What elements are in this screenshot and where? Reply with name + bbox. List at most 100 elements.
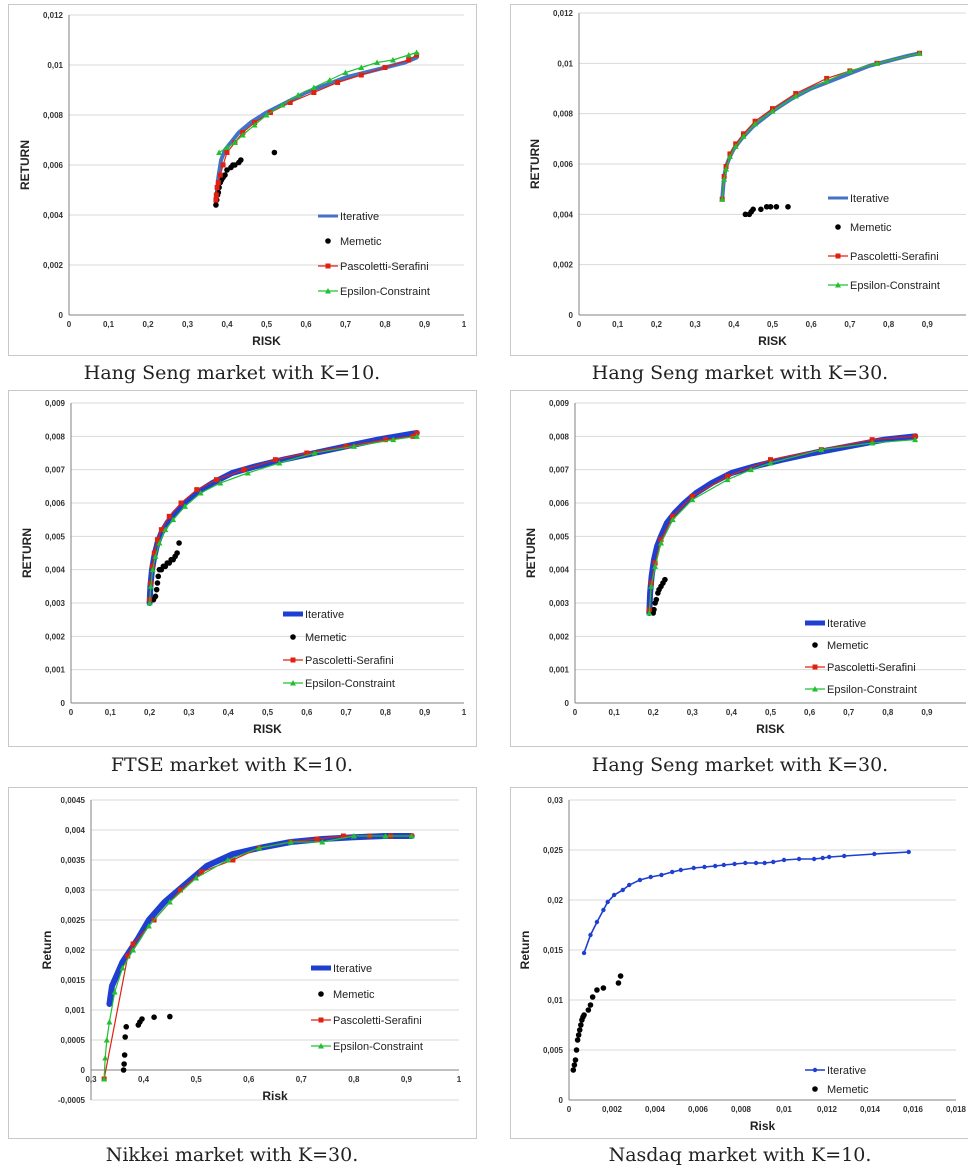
- legend-label: Iterative: [850, 193, 889, 205]
- pascoletti-point: [340, 833, 346, 839]
- legend-label: Epsilon-Constraint: [305, 678, 395, 690]
- legend-label: Iterative: [340, 211, 379, 223]
- y-tick-label: 0,006: [553, 160, 574, 169]
- legend-label: Memetic: [340, 236, 382, 248]
- epsilon-point: [389, 57, 396, 63]
- epsilon-point: [873, 60, 880, 66]
- series-iterative-line: [106, 833, 415, 1007]
- iterative-point: [732, 861, 737, 867]
- epsilon-point: [239, 132, 246, 138]
- legend-marker-memetic: [812, 1086, 818, 1092]
- y-tick-label: 0,009: [549, 399, 570, 408]
- pascoletti-point: [125, 953, 131, 959]
- epsilon-point: [319, 839, 326, 845]
- memetic-point: [154, 580, 161, 586]
- epsilon-point: [916, 50, 923, 56]
- x-tick-label: 1: [457, 1075, 462, 1084]
- series-pascoletti-line: [149, 432, 418, 600]
- pascoletti-point: [198, 869, 204, 875]
- memetic-point: [174, 550, 180, 556]
- y-axis-title: Return: [40, 931, 54, 970]
- y-axis-title: RETURN: [528, 139, 542, 189]
- iterative-point: [637, 877, 643, 883]
- y-tick-label: 0,02: [547, 896, 563, 905]
- epsilon-point: [846, 67, 853, 74]
- pascoletti-point: [214, 185, 220, 190]
- memetic-point: [155, 573, 162, 580]
- memetic-point: [578, 1022, 584, 1028]
- memetic-point: [585, 1007, 592, 1013]
- y-tick-label: 0,012: [43, 11, 64, 20]
- caption-5: Nikkei market with K=30.: [105, 1144, 359, 1166]
- x-tick-label: 0,4: [728, 320, 740, 329]
- y-tick-label: 0,002: [45, 632, 66, 641]
- x-tick-label: 0,7: [296, 1075, 308, 1084]
- y-tick-label: 0: [81, 1066, 86, 1075]
- epsilon-point: [181, 503, 188, 509]
- y-tick-label: 0,002: [553, 261, 574, 270]
- x-tick-label: 0,006: [688, 1105, 709, 1114]
- x-tick-label: 0,4: [221, 320, 233, 329]
- iterative-point: [648, 874, 653, 880]
- pascoletti-point: [213, 197, 219, 203]
- y-tick-label: 0,004: [45, 566, 66, 575]
- iterative-point: [670, 869, 675, 875]
- legend-marker: [812, 686, 818, 692]
- iterative-point: [605, 899, 610, 905]
- epsilon-point: [279, 102, 286, 108]
- x-tick-label: 0,9: [921, 708, 933, 717]
- iterative-point: [826, 854, 832, 860]
- epsilon-point: [193, 875, 200, 881]
- epsilon-point: [310, 84, 317, 90]
- x-tick-label: 0,5: [262, 708, 274, 717]
- caption-3: FTSE market with K=10.: [110, 754, 354, 776]
- epsilon-point: [217, 480, 224, 486]
- y-tick-label: 0,004: [553, 210, 574, 219]
- legend-marker: [290, 657, 296, 663]
- y-tick-label: 0,005: [45, 532, 66, 541]
- epsilon-point: [382, 833, 389, 839]
- y-tick-label: 0,005: [543, 1046, 564, 1055]
- memetic-point: [742, 211, 749, 218]
- iterative-point: [842, 853, 847, 859]
- legend-label: Epsilon-Constraint: [827, 684, 917, 696]
- x-tick-label: 0,1: [609, 708, 621, 717]
- x-tick-label: 0: [69, 708, 74, 717]
- legend-label: Pascoletti-Serafini: [850, 251, 939, 263]
- x-tick-label: 0,004: [645, 1105, 666, 1114]
- pascoletti-point: [154, 537, 160, 543]
- epsilon-point: [326, 77, 333, 83]
- epsilon-point: [156, 540, 163, 546]
- iterative-point: [781, 857, 787, 863]
- x-tick-label: 0,1: [105, 708, 117, 717]
- caption-4: Hang Seng market with K=30.: [591, 754, 889, 776]
- memetic-point: [589, 994, 596, 1000]
- x-tick-label: 0,6: [806, 320, 818, 329]
- iterative-point: [820, 855, 825, 861]
- epsilon-point: [342, 69, 349, 75]
- y-tick-label: 0,01: [547, 996, 563, 1005]
- y-tick-label: 0,009: [45, 399, 66, 408]
- legend-label: Memetic: [850, 222, 892, 234]
- y-tick-label: 0,003: [45, 599, 66, 608]
- epsilon-point: [818, 446, 825, 453]
- legend-marker: [835, 253, 841, 259]
- y-tick-label: 0: [569, 311, 574, 320]
- x-tick-label: 0,4: [223, 708, 235, 717]
- series-epsilon-line: [218, 51, 417, 154]
- x-tick-label: 0,008: [731, 1105, 752, 1114]
- pascoletti-point: [178, 500, 184, 506]
- chart-panel-2: 0 0,002 0,004 0,006 0,008 0,01 0,012 0 0,1 0,2 0,3…: [510, 4, 968, 356]
- memetic-point: [176, 540, 182, 546]
- x-tick-label: 0,7: [341, 708, 353, 717]
- pascoletti-point: [670, 513, 676, 519]
- iterative-point: [713, 863, 718, 869]
- x-axis-title: RISK: [252, 334, 281, 348]
- epsilon-point: [244, 470, 251, 476]
- epsilon-point: [747, 466, 754, 473]
- epsilon-point: [658, 540, 665, 546]
- memetic-point: [662, 576, 668, 583]
- epsilon-point: [111, 989, 118, 995]
- epsilon-point: [719, 196, 726, 202]
- pascoletti-point: [314, 836, 320, 842]
